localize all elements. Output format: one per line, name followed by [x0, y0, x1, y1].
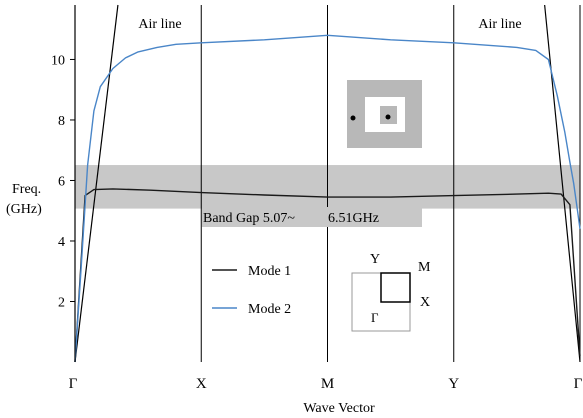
- brillouin-zone-inset: Y M X Γ: [351, 252, 431, 332]
- air-line-label-left: Air line: [138, 17, 181, 32]
- brillouin-label-y: Y: [370, 252, 380, 267]
- band-gap-label-bg: [202, 207, 422, 227]
- y-tick-label: 10: [51, 53, 65, 68]
- legend-label-mode-2: Mode 2: [248, 302, 291, 317]
- y-tick-label: 8: [58, 114, 65, 129]
- y-axis-label-line1: Freq.: [12, 182, 41, 197]
- x-tick-label: Γ: [69, 376, 78, 392]
- x-tick-label: X: [196, 376, 207, 392]
- y-tick-label: 4: [58, 235, 65, 250]
- symmetry-point-lines: [200, 5, 581, 362]
- band-gap-label: Band Gap 5.07~: [203, 211, 295, 226]
- air-line-label-right: Air line: [478, 17, 521, 32]
- series-mode-2-line: [74, 34, 581, 363]
- x-tick-label: Y: [448, 376, 459, 392]
- y-axis-ticks: 2 4 6 8 10: [51, 53, 75, 310]
- air-line-right: [544, 4, 581, 363]
- legend: Mode 1 Mode 2: [212, 264, 291, 317]
- series-mode-1-line: [74, 188, 581, 363]
- air-line-left: [74, 4, 119, 363]
- x-axis-label: Wave Vector: [303, 401, 375, 416]
- x-tick-label: Γ: [574, 376, 583, 392]
- band-gap-label-end: 6.51GHz: [328, 211, 379, 226]
- y-axis-label-line2: (GHz): [6, 202, 42, 217]
- legend-label-mode-1: Mode 1: [248, 264, 291, 279]
- brillouin-label-gamma: Γ: [371, 310, 379, 325]
- brillouin-label-x: X: [420, 295, 430, 310]
- y-tick-label: 2: [58, 295, 65, 310]
- y-tick-label: 6: [58, 174, 65, 189]
- unit-cell-inset: [347, 80, 422, 148]
- x-tick-label: M: [321, 376, 334, 392]
- brillouin-label-m: M: [418, 260, 431, 275]
